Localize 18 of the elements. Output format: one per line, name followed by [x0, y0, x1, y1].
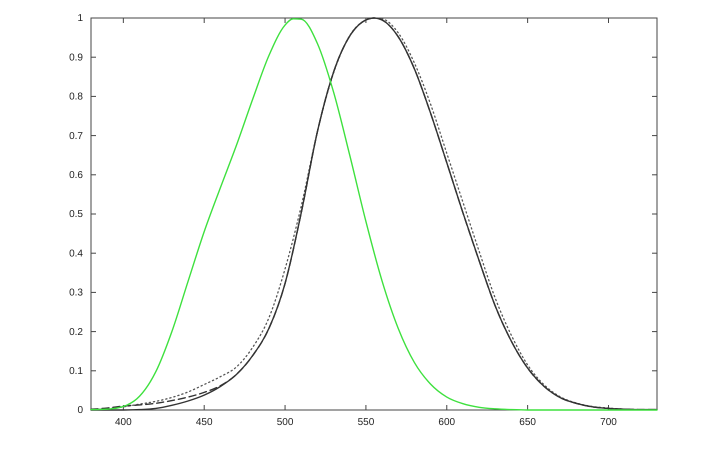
y-tick-label: 0.9 — [69, 52, 84, 64]
y-tick-label: 0.1 — [69, 366, 84, 377]
x-tick-label: 650 — [519, 417, 536, 428]
y-tick-label: 0 — [77, 405, 84, 416]
y-tick-label: 1 — [77, 13, 84, 24]
x-tick-label: 700 — [600, 417, 618, 428]
y-tick-label: 0.5 — [69, 209, 84, 220]
x-tick-label: 600 — [438, 417, 456, 428]
x-tick-label: 400 — [115, 417, 132, 428]
y-tick-label: 0.7 — [69, 130, 84, 142]
y-tick-label: 0.3 — [69, 288, 84, 299]
y-tick-label: 0.2 — [69, 326, 84, 338]
y-tick-label: 0.8 — [69, 92, 84, 103]
x-tick-label: 500 — [276, 417, 294, 428]
x-tick-label: 550 — [358, 417, 375, 428]
y-tick-label: 0.6 — [69, 170, 84, 181]
y-tick-label: 0.4 — [69, 248, 84, 260]
x-tick-label: 450 — [196, 417, 213, 428]
